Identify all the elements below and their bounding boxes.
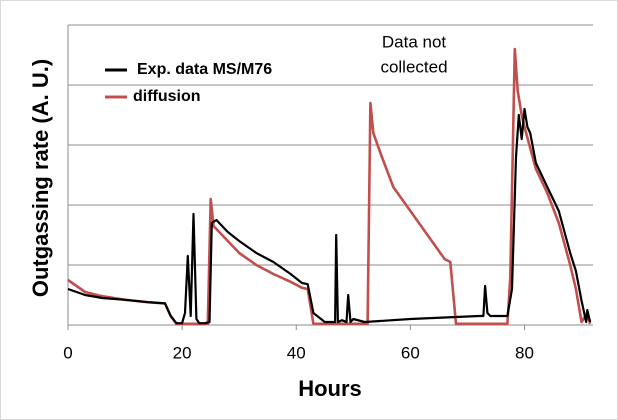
x-tick-label: 40 bbox=[287, 343, 306, 362]
annotation: Data not bbox=[382, 32, 447, 51]
y-axis-title: Outgassing rate (A. U.) bbox=[28, 59, 53, 297]
legend-label: diffusion bbox=[133, 88, 201, 105]
legend-label: Exp. data MS/M76 bbox=[137, 61, 272, 78]
x-tick-label: 60 bbox=[401, 343, 420, 362]
x-tick-label: 0 bbox=[63, 343, 72, 362]
x-tick-label: 20 bbox=[173, 343, 192, 362]
x-axis-title: Hours bbox=[298, 376, 362, 401]
annotation: collected bbox=[380, 57, 447, 76]
x-tick-label: 80 bbox=[515, 343, 534, 362]
data-line bbox=[67, 107, 592, 325]
